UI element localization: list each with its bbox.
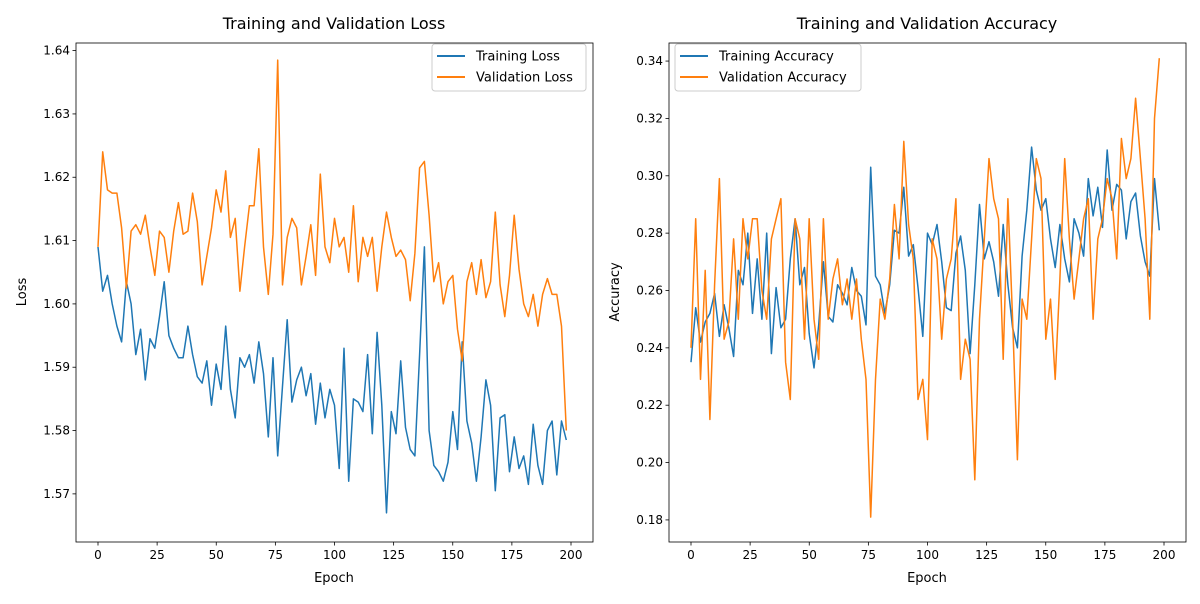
legend-box <box>674 43 862 92</box>
y-tick-label: 0.28 <box>636 226 663 240</box>
x-tick-label: 200 <box>1153 548 1176 562</box>
loss-y-axis-label: Loss <box>15 278 30 307</box>
loss-chart: Training and Validation Loss Epoch Loss … <box>15 14 594 586</box>
x-tick-label: 25 <box>149 548 164 562</box>
x-tick-label: 200 <box>560 548 583 562</box>
y-tick-label: 0.24 <box>636 341 663 355</box>
x-tick-label: 50 <box>209 548 224 562</box>
y-tick-label: 0.32 <box>636 111 663 125</box>
y-tick-label: 1.59 <box>43 360 70 374</box>
axes-frame <box>668 42 1187 543</box>
x-tick-label: 125 <box>382 548 405 562</box>
series-line-validation-loss <box>97 59 568 431</box>
x-tick-label: 0 <box>687 548 695 562</box>
accuracy-chart-title: Training and Validation Accuracy <box>796 14 1058 33</box>
x-tick-label: 175 <box>1093 548 1116 562</box>
accuracy-y-axis-label: Accuracy <box>608 262 623 322</box>
x-tick-label: 150 <box>1034 548 1057 562</box>
x-tick-label: 50 <box>802 548 817 562</box>
x-tick-label: 100 <box>916 548 939 562</box>
y-tick-label: 0.18 <box>636 513 663 527</box>
y-tick-label: 1.64 <box>43 44 70 58</box>
y-tick-label: 0.30 <box>636 169 663 183</box>
loss-x-axis-label: Epoch <box>314 571 354 586</box>
x-tick-label: 25 <box>742 548 757 562</box>
x-tick-label: 125 <box>975 548 998 562</box>
y-tick-label: 1.61 <box>43 234 70 248</box>
legend-label: Training Accuracy <box>718 50 834 65</box>
x-tick-label: 0 <box>94 548 102 562</box>
legend-label: Validation Accuracy <box>719 71 847 86</box>
legend: Training Loss Validation Loss <box>431 43 587 92</box>
y-tick-label: 1.58 <box>43 424 70 438</box>
y-tick-label: 1.60 <box>43 297 70 311</box>
x-tick-label: 175 <box>500 548 523 562</box>
legend-box <box>431 43 587 92</box>
x-tick-label: 75 <box>861 548 876 562</box>
y-tick-label: 0.22 <box>636 398 663 412</box>
x-tick-label: 100 <box>323 548 346 562</box>
loss-chart-title: Training and Validation Loss <box>222 14 446 33</box>
y-tick-label: 0.34 <box>636 54 663 68</box>
legend-label: Validation Loss <box>476 71 573 86</box>
accuracy-chart: Training and Validation Accuracy Epoch A… <box>608 14 1187 586</box>
x-tick-label: 150 <box>441 548 464 562</box>
series-line-validation-accuracy <box>690 58 1161 518</box>
y-tick-label: 1.62 <box>43 170 70 184</box>
legend: Training Accuracy Validation Accuracy <box>674 43 862 92</box>
x-tick-label: 75 <box>268 548 283 562</box>
y-tick-label: 1.57 <box>43 487 70 501</box>
accuracy-x-axis-label: Epoch <box>907 571 947 586</box>
series-line-training-accuracy <box>690 146 1161 369</box>
legend-label: Training Loss <box>475 50 560 65</box>
y-tick-label: 0.26 <box>636 283 663 297</box>
y-tick-label: 1.63 <box>43 107 70 121</box>
y-tick-label: 0.20 <box>636 456 663 470</box>
series-line-training-loss <box>97 246 568 514</box>
axes-frame <box>75 42 594 543</box>
